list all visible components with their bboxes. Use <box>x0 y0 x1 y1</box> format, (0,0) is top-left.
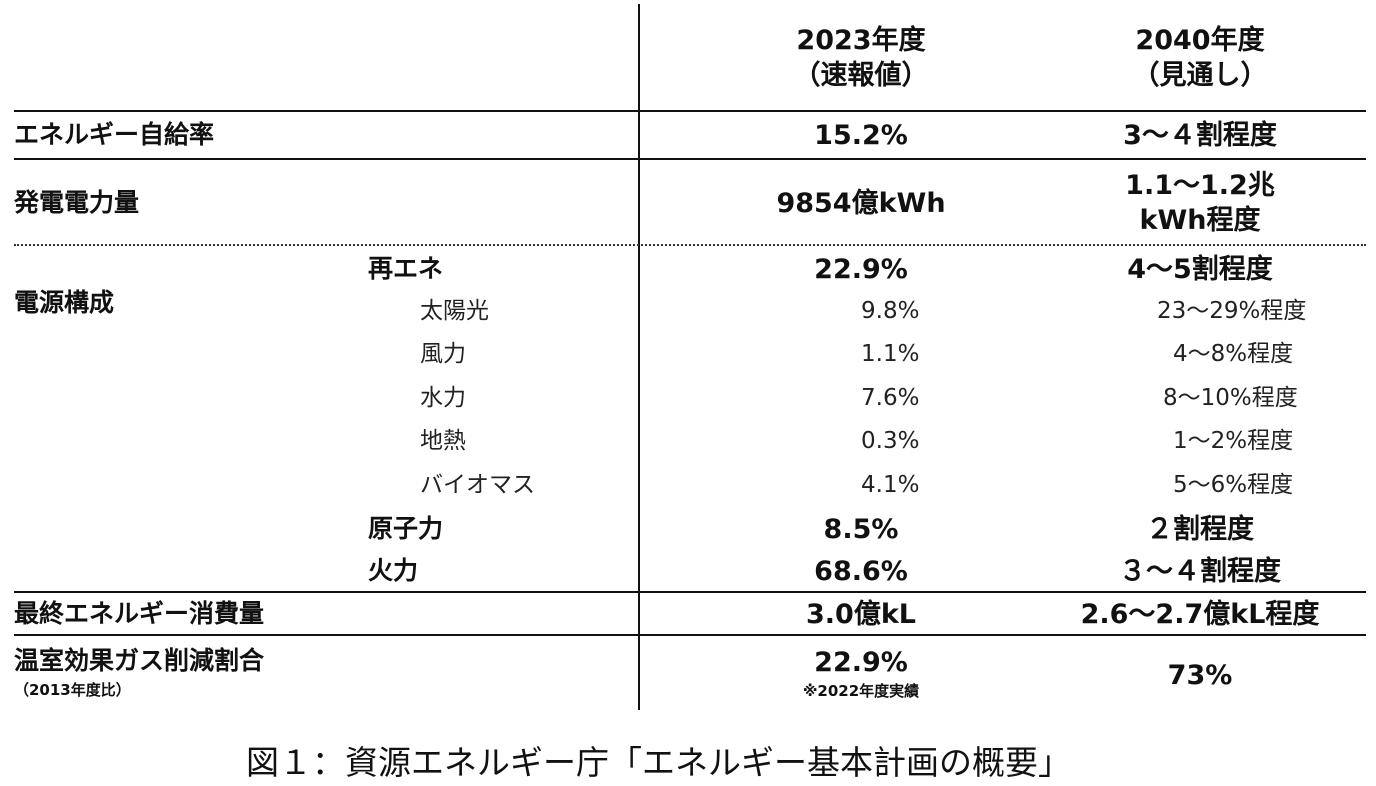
power-mix-label-thermal: 火力 <box>368 556 419 585</box>
value-2040-renewable: 4～5割程度 <box>1127 254 1273 285</box>
column-divider <box>638 4 640 710</box>
row-label-self-sufficiency: エネルギー自給率 <box>14 120 215 149</box>
value-2040-generation-line1: 1.1～1.2兆 <box>1125 170 1275 201</box>
value-2040-biomass: 5～6%程度 <box>1173 472 1294 498</box>
value-2023-renewable: 22.9% <box>814 254 908 285</box>
value-2023-final-consumption: 3.0億kL <box>806 599 916 630</box>
power-mix-label-hydro: 水力 <box>420 385 466 411</box>
row-divider-dotted <box>14 244 1366 246</box>
power-mix-label-solar: 太陽光 <box>420 298 489 324</box>
row-label-ghg-reduction: 温室効果ガス削減割合 <box>14 646 265 675</box>
header-2040-year: 2040年度 <box>1135 25 1265 56</box>
value-2023-generation: 9854億kWh <box>776 188 946 219</box>
row-label-power-mix: 電源構成 <box>14 288 115 317</box>
power-mix-label-renewable: 再エネ <box>368 254 444 283</box>
value-2040-generation-line2: kWh程度 <box>1139 205 1261 236</box>
row-divider <box>14 591 1366 593</box>
value-2040-final-consumption: 2.6～2.7億kL程度 <box>1080 599 1320 630</box>
power-mix-label-nuclear: 原子力 <box>368 514 444 543</box>
value-2023-nuclear: 8.5% <box>823 514 899 545</box>
value-2023-self-sufficiency: 15.2% <box>814 120 908 151</box>
power-mix-label-geothermal: 地熱 <box>420 428 466 454</box>
value-2040-geothermal: 1～2%程度 <box>1173 428 1294 454</box>
power-mix-label-wind: 風力 <box>420 341 466 367</box>
value-2023-wind: 1.1% <box>861 341 920 367</box>
row-divider <box>14 110 1366 112</box>
value-2023-geothermal: 0.3% <box>861 428 920 454</box>
row-divider <box>14 634 1366 636</box>
value-2040-self-sufficiency: 3～４割程度 <box>1123 120 1277 151</box>
value-2040-thermal: ３～４割程度 <box>1119 556 1281 587</box>
figure-caption: 図１：資源エネルギー庁「エネルギー基本計画の概要」 <box>246 743 1071 782</box>
value-2023-thermal: 68.6% <box>814 556 908 587</box>
value-2040-solar: 23～29%程度 <box>1157 298 1307 324</box>
value-2040-ghg-reduction: 73% <box>1167 660 1233 691</box>
value-2023-hydro: 7.6% <box>861 385 920 411</box>
row-divider <box>14 158 1366 160</box>
header-2023-note: （速報値） <box>793 60 929 91</box>
value-2040-nuclear: ２割程度 <box>1146 514 1254 545</box>
value-2040-hydro: 8～10%程度 <box>1163 385 1298 411</box>
power-mix-label-biomass: バイオマス <box>420 472 535 498</box>
value-2023-ghg-note: ※2022年度実績 <box>802 682 920 700</box>
row-label-final-consumption: 最終エネルギー消費量 <box>14 599 265 628</box>
row-sublabel-ghg-reduction: （2013年度比） <box>14 681 131 699</box>
row-label-generation: 発電電力量 <box>14 188 140 217</box>
value-2023-biomass: 4.1% <box>861 472 920 498</box>
header-2040-note: （見通し） <box>1132 60 1268 91</box>
value-2040-wind: 4～8%程度 <box>1173 341 1294 367</box>
value-2023-ghg-reduction: 22.9% <box>814 647 908 678</box>
value-2023-solar: 9.8% <box>861 298 920 324</box>
header-2023-year: 2023年度 <box>796 25 926 56</box>
